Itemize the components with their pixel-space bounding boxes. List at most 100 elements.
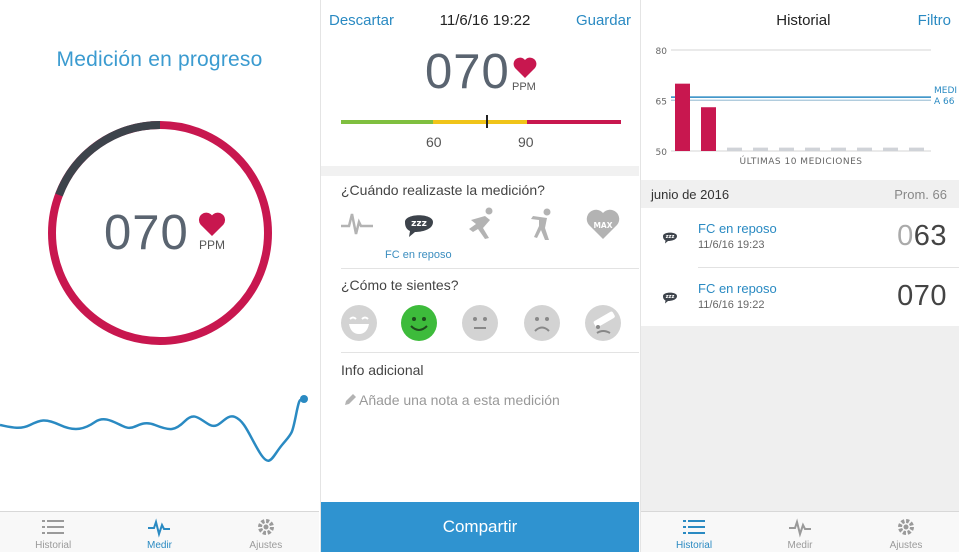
history-title: Historial <box>776 11 831 29</box>
tab-historial[interactable]: Historial <box>0 512 106 552</box>
extra-info-heading: Info adicional <box>341 362 424 378</box>
chart-bar <box>753 147 768 151</box>
tab-label: Ajustes <box>249 540 283 551</box>
filter-button[interactable]: Filtro <box>917 11 951 29</box>
chart-bar <box>883 147 898 151</box>
history-entry[interactable]: zzz FC en reposo 11/6/16 19:23 063 <box>641 208 959 266</box>
average-label: MEDI <box>934 86 957 96</box>
bpm-value: 070 <box>425 45 510 99</box>
max-text: MAX <box>593 221 612 230</box>
scale-high-label: 90 <box>518 134 534 150</box>
entry-datetime: 11/6/16 19:22 <box>698 299 765 311</box>
discard-button[interactable]: Descartar <box>329 11 395 29</box>
tab-label: Medir <box>787 540 813 551</box>
sleep-text: zzz <box>666 294 675 300</box>
heart-icon <box>513 57 537 78</box>
sleep-icon: zzz <box>663 232 677 244</box>
bpm-unit: PPM <box>512 81 536 93</box>
row-divider <box>698 267 959 268</box>
y-tick-label: 50 <box>656 148 668 158</box>
history-entry[interactable]: zzz FC en reposo 11/6/16 19:22 070 <box>641 268 959 326</box>
entry-value-main: 070 <box>897 280 947 312</box>
measure-screen: Medición en progreso 070 PPM Historial M… <box>0 0 319 552</box>
runner-icon[interactable] <box>463 206 499 242</box>
share-button[interactable]: Compartir <box>321 502 639 552</box>
chart-bar <box>857 147 872 151</box>
pulse-icon <box>148 518 171 538</box>
progress-ring <box>48 121 272 345</box>
chart-bar <box>701 107 716 151</box>
sleep-icon: zzz <box>663 292 677 304</box>
sleep-text: zzz <box>411 219 427 229</box>
pulse-icon <box>789 518 811 538</box>
list-icon <box>42 520 65 534</box>
neutral-icon <box>473 317 487 329</box>
nav-bar: Historial Filtro <box>641 0 959 40</box>
entry-value: 063 <box>897 220 947 253</box>
mood-sick-button[interactable] <box>585 305 621 341</box>
tab-label: Ajustes <box>889 540 923 551</box>
scale-low-label: 60 <box>426 134 442 150</box>
mood-very-happy-button[interactable] <box>341 305 377 341</box>
nav-bar: Descartar 11/6/16 19:22 Guardar <box>321 0 639 40</box>
note-field[interactable]: Añade una nota a esta medición <box>343 392 560 408</box>
sad-icon <box>534 317 550 332</box>
chart-bar <box>831 147 846 151</box>
stretching-icon[interactable] <box>525 206 561 242</box>
gear-icon <box>257 519 274 535</box>
tab-bar: Historial Medir Ajustes <box>641 511 959 552</box>
tab-medir[interactable]: Medir <box>747 512 853 552</box>
x-axis-label: ÚLTIMAS 10 MEDICIONES <box>739 155 862 167</box>
month-average: Prom. 66 <box>894 186 947 202</box>
entry-datetime: 11/6/16 19:23 <box>698 239 765 251</box>
month-header: junio de 2016 Prom. 66 <box>641 180 959 208</box>
chart-bar <box>909 147 924 151</box>
gear-icon <box>898 519 914 535</box>
tab-bar: Historial Medir Ajustes <box>0 511 319 552</box>
bpm-unit: PPM <box>199 238 226 252</box>
heart-icon <box>198 212 226 236</box>
entry-value-prefix: 0 <box>897 220 914 252</box>
selected-activity-label: FC en reposo <box>385 249 452 261</box>
tab-label: Historial <box>675 540 713 551</box>
measurement-datetime: 11/6/16 19:22 <box>439 11 531 29</box>
divider <box>341 268 639 269</box>
average-label: A 66 <box>934 97 955 107</box>
tab-historial[interactable]: Historial <box>641 512 747 552</box>
tab-label: Historial <box>35 540 72 551</box>
mood-neutral-button[interactable] <box>462 305 498 341</box>
happy-icon <box>410 317 428 331</box>
tab-ajustes[interactable]: Ajustes <box>853 512 959 552</box>
tab-label: Medir <box>146 540 172 551</box>
save-button[interactable]: Guardar <box>575 11 631 29</box>
wave-icon[interactable] <box>339 206 375 242</box>
heart-rate-scale <box>341 115 621 128</box>
sick-icon <box>593 311 615 334</box>
entry-title: FC en reposo <box>698 281 777 296</box>
note-placeholder: Añade una nota a esta medición <box>359 392 560 408</box>
divider <box>341 352 639 353</box>
entry-value-main: 63 <box>913 220 947 252</box>
empty-list-area <box>641 326 959 511</box>
pulse-waveform <box>0 395 308 462</box>
chart-bar <box>805 147 820 151</box>
list-icon <box>683 520 705 534</box>
y-tick-label: 65 <box>656 98 667 108</box>
measurement-title: Medición en progreso <box>56 48 263 71</box>
max-heart-icon[interactable]: MAX <box>585 206 621 242</box>
tab-ajustes[interactable]: Ajustes <box>213 512 319 552</box>
pencil-icon <box>345 394 356 405</box>
mood-happy-button[interactable] <box>401 305 437 341</box>
mood-sad-button[interactable] <box>524 305 560 341</box>
sleep-icon[interactable]: zzz <box>401 206 437 242</box>
chart-bar <box>779 147 794 151</box>
chart-bar <box>675 83 690 151</box>
chart-bar <box>727 147 742 151</box>
month-label: junio de 2016 <box>651 186 730 202</box>
tab-medir[interactable]: Medir <box>106 512 212 552</box>
history-screen: Historial Filtro 80 65 50 MEDI A 66 ÚLTIMAS 1… <box>640 0 959 552</box>
edit-measurement-screen: Descartar 11/6/16 19:22 Guardar 070 PPM … <box>320 0 639 552</box>
section-divider <box>321 166 639 176</box>
bpm-value: 070 <box>104 206 189 260</box>
